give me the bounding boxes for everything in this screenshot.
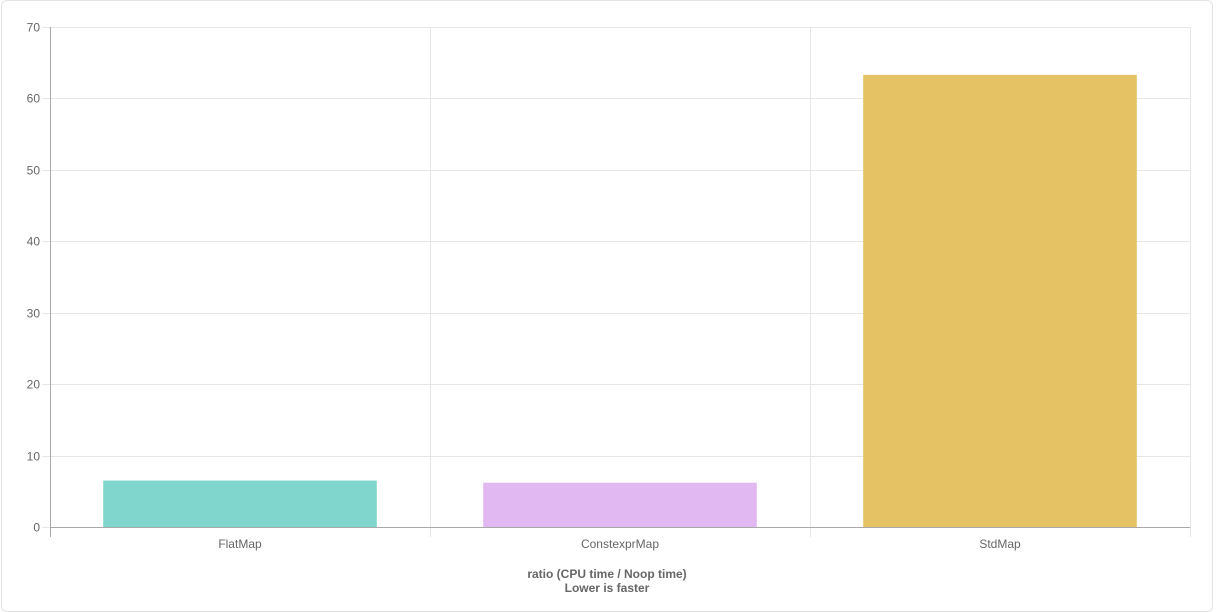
bar-flatmap <box>103 480 377 527</box>
x-axis-title-line-1: ratio (CPU time / Noop time) <box>527 567 686 581</box>
tick-labels: 0 10 20 30 40 50 60 70 FlatMap ConstexprMap StdMap <box>27 21 1021 552</box>
y-tick-label: 70 <box>27 21 41 35</box>
x-tick-label: FlatMap <box>218 537 262 551</box>
x-tick-label: ConstexprMap <box>581 537 659 551</box>
bar-stdmap <box>863 74 1137 527</box>
y-tick-label: 40 <box>27 235 41 249</box>
y-tick-label: 20 <box>27 378 41 392</box>
y-tick-label: 10 <box>27 450 41 464</box>
axes <box>50 27 1190 537</box>
x-tick-label: StdMap <box>979 537 1021 551</box>
y-tick-label: 30 <box>27 307 41 321</box>
bar-constexprmap <box>483 482 757 527</box>
bars <box>103 74 1137 527</box>
x-axis-title-line-2: Lower is faster <box>565 581 650 595</box>
y-tick-label: 0 <box>33 521 40 535</box>
y-tick-label: 50 <box>27 164 41 178</box>
y-tick-label: 60 <box>27 92 41 106</box>
